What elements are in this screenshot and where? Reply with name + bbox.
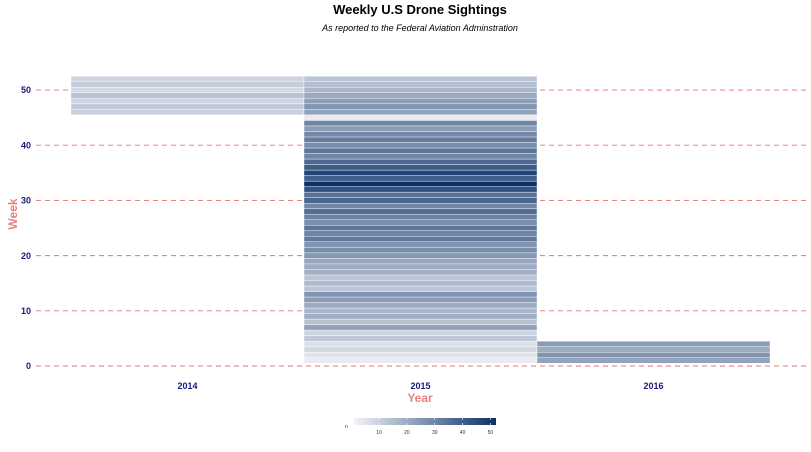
cell-2015-week-21 [303,247,538,254]
cell-2015-week-37 [303,158,538,165]
x-tick-2014: 2014 [177,381,197,391]
cell-2015-week-29 [303,202,538,209]
legend-tick-40: 40 [460,430,466,436]
cell-2015-week-19 [303,258,538,265]
cell-2015-week-22 [303,241,538,248]
cell-2014-week-52 [70,76,305,82]
cell-2015-week-10 [303,307,538,314]
cell-2014-week-50 [70,87,305,93]
cell-2015-week-25 [303,225,538,231]
cell-2015-week-32 [303,186,538,193]
cell-2015-week-12 [303,296,538,303]
cell-2016-week-2 [536,352,771,358]
cell-2015-week-27 [303,214,538,220]
cell-2015-week-9 [303,313,538,320]
y-tick-10: 10 [21,306,31,316]
x-axis-title: Year [407,391,433,405]
cell-2015-week-31 [303,191,538,198]
legend-tick-30: 30 [432,430,438,436]
legend-title: n [345,424,348,430]
cell-2015-week-15 [303,280,538,287]
cell-2015-week-35 [303,169,538,176]
cell-2015-week-18 [303,263,538,270]
cell-2014-week-47 [70,103,305,110]
cell-2016-week-3 [536,346,771,353]
cell-2014-week-51 [70,81,305,88]
y-tick-0: 0 [26,361,31,371]
y-tick-40: 40 [21,140,31,150]
cell-2015-week-49 [303,92,538,99]
cell-2015-week-48 [303,98,538,105]
x-tick-2016: 2016 [643,381,663,391]
cell-2015-week-11 [303,302,538,309]
cell-2015-week-50 [303,87,538,93]
cell-2015-week-24 [303,230,538,237]
legend-tick-10: 10 [376,430,382,436]
legend-tick-20: 20 [404,430,410,436]
x-tick-2015: 2015 [410,381,430,391]
cell-2015-week-41 [303,136,538,143]
y-axis-ticks: 0 10 20 30 40 50 [21,85,31,371]
cell-2015-week-6 [303,329,538,336]
cell-2015-week-13 [303,291,538,298]
cell-2015-week-45 [303,114,538,121]
y-axis-title: Week [6,198,20,229]
cell-2015-week-34 [303,175,538,182]
cell-2015-week-47 [303,103,538,110]
cell-2016-week-1 [536,357,771,364]
cell-2015-week-28 [303,208,538,215]
legend-ticks: 10 20 30 40 50 [376,418,493,436]
cell-2015-week-38 [303,153,538,160]
cell-2015-week-2 [303,352,538,358]
cell-2015-week-20 [303,252,538,259]
cell-2015-week-42 [303,131,538,138]
cell-2014-week-48 [70,98,305,105]
chart-subtitle: As reported to the Federal Aviation Admi… [321,23,518,33]
color-legend: n 10 20 30 40 50 [345,418,496,436]
y-tick-20: 20 [21,251,31,261]
cell-2015-week-46 [303,109,538,116]
cell-2014-week-49 [70,92,305,99]
legend-colorbar [354,418,496,425]
cell-2015-week-43 [303,125,538,132]
cell-2015-week-4 [303,340,538,347]
cell-2015-week-44 [303,120,538,127]
cell-2015-week-40 [303,142,538,149]
cell-2015-week-30 [303,197,538,204]
cell-2016-week-4 [536,340,771,347]
cell-2015-week-26 [303,219,538,226]
heatmap-cells [70,76,771,364]
cell-2015-week-16 [303,274,538,281]
cell-2015-week-17 [303,269,538,276]
cell-2015-week-23 [303,236,538,243]
cell-2015-week-8 [303,318,538,325]
y-tick-50: 50 [21,85,31,95]
cell-2015-week-51 [303,81,538,88]
y-tick-30: 30 [21,196,31,206]
cell-2015-week-39 [303,147,538,154]
cell-2015-week-33 [303,180,538,187]
cell-2015-week-14 [303,285,538,292]
cell-2015-week-36 [303,164,538,171]
cell-2015-week-7 [303,324,538,331]
cell-2015-week-1 [303,357,538,364]
cell-2015-week-5 [303,335,538,342]
legend-tick-50: 50 [488,430,494,436]
cell-2015-week-52 [303,76,538,82]
x-axis-ticks: 2014 2015 2016 [177,381,663,391]
cell-2015-week-3 [303,346,538,353]
chart-title: Weekly U.S Drone Sightings [333,2,507,17]
cell-2014-week-46 [70,109,305,116]
